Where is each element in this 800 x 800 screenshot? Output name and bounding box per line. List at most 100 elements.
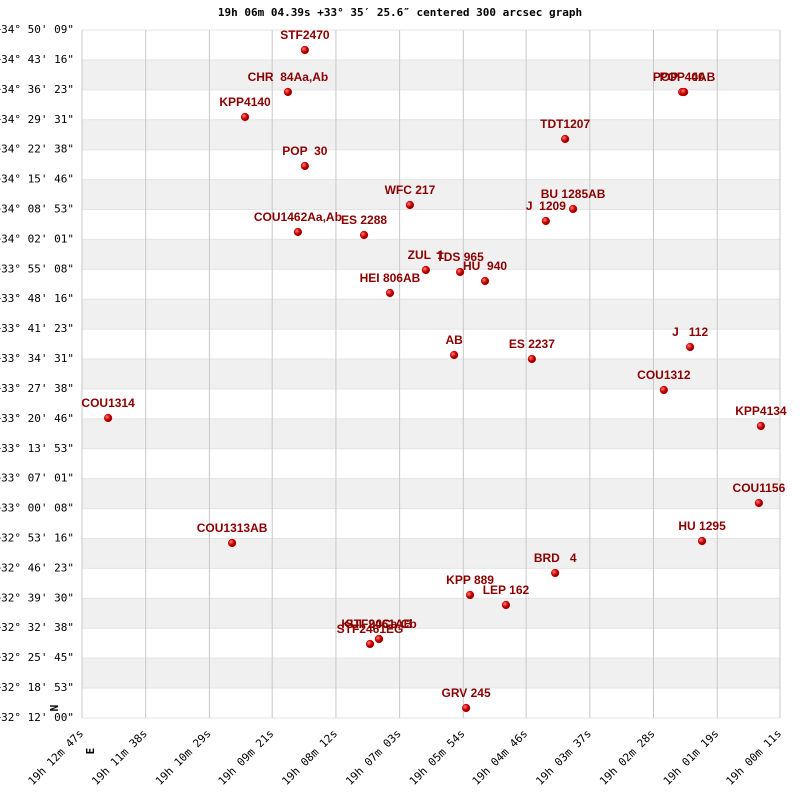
point-label: KPP4134 [735,404,787,418]
y-tick-label: +32° 12' 00" [0,711,74,724]
x-tick-label: 19h 00m 11s [724,727,785,788]
star-point [374,634,384,644]
star-point [461,703,471,713]
star-point [283,87,293,97]
x-tick-label: 19h 05m 54s [407,727,468,788]
y-tick-label: +32° 39' 30" [0,591,74,604]
compass-label: E [84,748,97,755]
point-label: J 112 [672,325,708,339]
point-label: BU 1285AB [541,187,606,201]
point-label: COU1462Aa,Ab [254,210,342,224]
point-label: J 1209 [526,199,566,213]
y-tick-label: +32° 53' 16" [0,531,74,544]
point-label: CHR 84Aa,Ab [248,70,329,84]
x-tick-label: 19h 02m 28s [597,727,658,788]
point-label: COU1312 [637,368,691,382]
point-label: ZUL 1 [408,248,445,262]
star-point [569,204,578,214]
point-label: HU 940 [463,259,507,273]
point-label: COU1314 [81,396,135,410]
grid-band [82,119,780,150]
y-tick-label: +32° 18' 53" [0,681,74,694]
y-tick-label: +32° 32' 38" [0,621,74,634]
chart-title: 19h 06m 04.39s +33° 35′ 25.6″ centered 3… [218,6,582,19]
y-tick-label: +33° 00' 08" [0,502,74,515]
star-point [551,568,560,578]
x-tick-label: 19h 09m 21s [216,727,277,788]
star-point [680,87,689,97]
point-label: ES 2288 [341,213,387,227]
grid-band [82,658,780,689]
star-point [104,413,113,423]
grid-band [82,418,780,449]
star-point [465,590,475,600]
y-tick-label: +33° 34' 31" [0,352,74,365]
grid-band [82,478,780,509]
point-label: LEP 162 [483,583,530,597]
y-tick-label: +33° 55' 08" [0,262,74,275]
point-label: TDS 965 [436,250,484,264]
y-tick-label: +33° 13' 53" [0,442,74,455]
point-label: STF2461AB [346,617,413,631]
star-point [450,350,459,360]
grid-band [82,359,780,389]
x-tick-label: 19h 08m 12s [279,727,340,788]
star-point [501,600,511,610]
grid-band [82,179,780,210]
star-point [754,498,764,508]
star-point [365,639,375,649]
point-label: STF2470 [280,28,330,42]
star-point [561,134,570,144]
star-point [300,45,309,55]
x-tick-label: 19h 01m 19s [661,727,722,788]
x-tick-label: 19h 10m 29s [153,727,214,788]
y-tick-label: +34° 50' 09" [0,23,74,36]
y-tick-label: +34° 29' 31" [0,113,74,126]
grid-band [82,59,780,90]
y-tick-label: +34° 22' 38" [0,143,74,156]
x-tick-label: 19h 11m 38s [89,727,150,788]
point-label: ES 2237 [509,337,555,351]
y-tick-label: +32° 46' 23" [0,561,74,574]
star-point [227,538,237,548]
y-tick-label: +32° 25' 45" [0,651,74,664]
star-point [480,276,490,286]
point-label: HU 1295 [678,519,726,533]
grid-band [82,598,780,629]
grid-band [82,538,780,569]
grid-band [82,299,780,330]
point-label: KPP 889 [446,573,494,587]
y-tick-label: +33° 20' 46" [0,412,74,425]
y-tick-label: +33° 07' 01" [0,472,74,485]
star-point [300,161,309,171]
star-point [293,227,303,237]
point-label: STF2461EG [337,622,404,636]
y-tick-label: +34° 36' 23" [0,83,74,96]
point-label: POP 30 [282,144,327,158]
point-label: BRD 4 [534,551,577,565]
x-tick-label: 19h 07m 03s [343,727,404,788]
point-label: AB [445,333,463,347]
star-point [240,112,250,122]
point-label: TDT1207 [540,117,590,131]
x-tick-label: 19h 03m 37s [533,727,594,788]
x-tick-label: 19h 04m 46s [470,727,531,788]
y-tick-label: +34° 02' 01" [0,232,74,245]
star-point [527,354,536,364]
point-label: GRV 245 [442,686,491,700]
grid-band [82,239,780,270]
star-point [421,265,430,275]
compass-label: N [48,705,61,712]
star-point [686,342,695,352]
star-point [541,216,550,226]
y-tick-label: +33° 41' 23" [0,322,74,335]
star-point [659,385,668,395]
point-label: COU1313AB [197,521,268,535]
y-tick-label: +33° 27' 38" [0,382,74,395]
star-point [697,536,707,546]
point-label: KPP4140 [219,95,271,109]
point-label: COU1156 [733,481,786,495]
star-point [359,230,369,240]
x-tick-label: 19h 12m 47s [26,727,87,788]
